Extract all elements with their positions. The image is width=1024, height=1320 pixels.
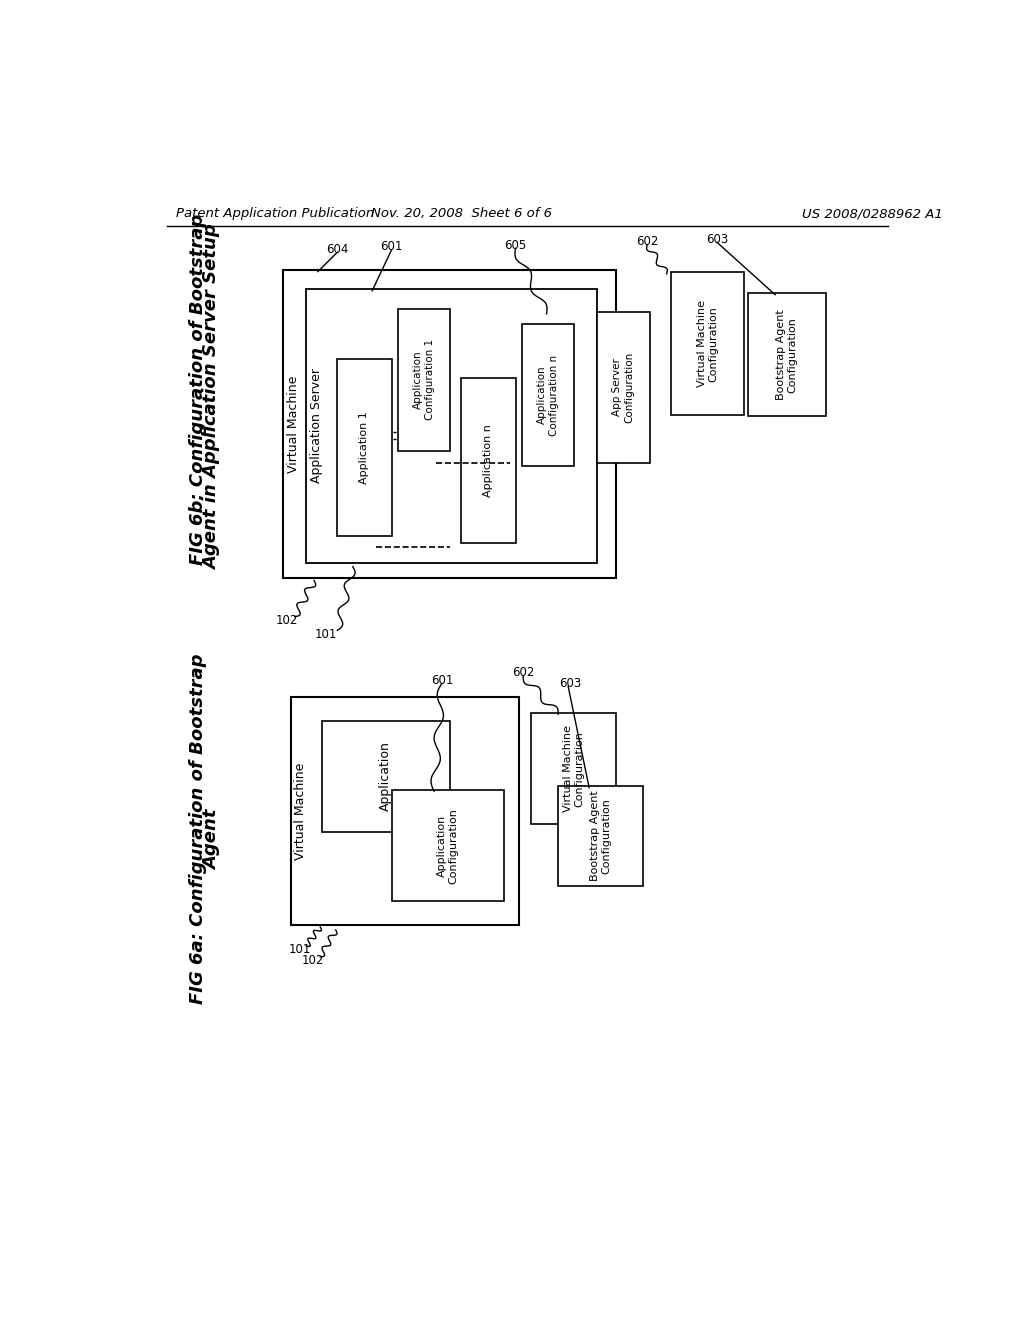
Text: Application
Configuration: Application Configuration xyxy=(437,808,459,883)
Text: 603: 603 xyxy=(706,232,728,246)
Text: 101: 101 xyxy=(314,628,337,640)
Bar xyxy=(283,271,616,578)
Bar xyxy=(521,323,574,466)
Text: 601: 601 xyxy=(380,240,402,253)
Text: Application
Configuration 1: Application Configuration 1 xyxy=(414,339,435,420)
Bar xyxy=(597,313,649,462)
Bar xyxy=(748,293,825,416)
Text: 102: 102 xyxy=(275,614,298,627)
Bar xyxy=(397,309,451,451)
Text: App Server
Configuration: App Server Configuration xyxy=(612,352,634,424)
Bar xyxy=(391,789,504,902)
Text: Bootstrap Agent
Configuration: Bootstrap Agent Configuration xyxy=(776,309,798,400)
Text: Application
Configuration n: Application Configuration n xyxy=(538,355,559,436)
Text: Patent Application Publication: Patent Application Publication xyxy=(176,207,375,220)
Text: 604: 604 xyxy=(326,243,348,256)
Text: 101: 101 xyxy=(289,944,311,957)
Text: US 2008/0288962 A1: US 2008/0288962 A1 xyxy=(802,207,943,220)
Bar xyxy=(322,721,450,832)
Text: Application Server: Application Server xyxy=(310,368,323,483)
Bar xyxy=(531,713,616,825)
Text: Agent: Agent xyxy=(203,809,221,870)
Text: Nov. 20, 2008  Sheet 6 of 6: Nov. 20, 2008 Sheet 6 of 6 xyxy=(371,207,552,220)
Text: 605: 605 xyxy=(505,239,526,252)
Text: 602: 602 xyxy=(512,667,535,680)
Bar xyxy=(291,697,519,924)
Bar xyxy=(558,785,643,886)
Text: Application 1: Application 1 xyxy=(359,411,370,483)
Text: FIG 6a: Configuration of Bootstrap: FIG 6a: Configuration of Bootstrap xyxy=(188,653,207,1003)
Bar xyxy=(337,359,391,536)
Text: Bootstrap Agent
Configuration: Bootstrap Agent Configuration xyxy=(590,791,611,882)
Text: Virtual Machine: Virtual Machine xyxy=(294,762,307,859)
Text: Application: Application xyxy=(379,742,392,812)
Bar xyxy=(306,289,597,562)
Text: 102: 102 xyxy=(301,954,324,968)
Text: Virtual Machine
Configuration: Virtual Machine Configuration xyxy=(563,725,585,812)
Text: 602: 602 xyxy=(636,235,658,248)
Text: Application n: Application n xyxy=(483,424,494,498)
Text: Virtual Machine
Configuration: Virtual Machine Configuration xyxy=(696,300,718,387)
Text: FIG 6b: Configuration of Bootstrap: FIG 6b: Configuration of Bootstrap xyxy=(188,214,207,565)
Text: 601: 601 xyxy=(431,675,453,686)
Bar xyxy=(461,378,515,544)
Bar xyxy=(671,272,744,414)
Text: 603: 603 xyxy=(559,677,581,690)
Text: Virtual Machine: Virtual Machine xyxy=(287,375,300,473)
Text: Agent in Application Server Setup: Agent in Application Server Setup xyxy=(203,224,221,570)
